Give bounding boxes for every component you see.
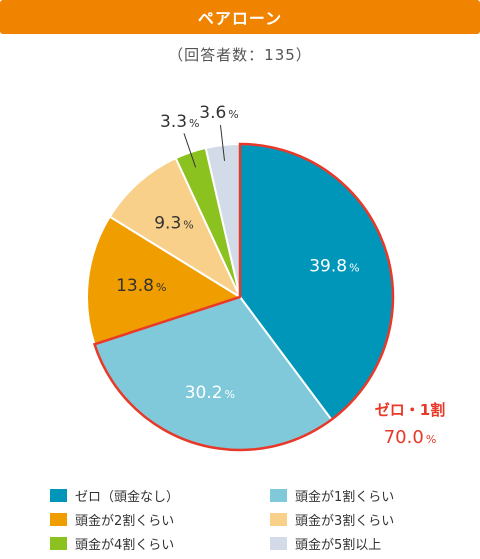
legend-item-2: 頭金が2割くらい bbox=[50, 511, 270, 529]
pie-slice-2 bbox=[86, 215, 243, 346]
legend-swatch bbox=[50, 512, 67, 526]
legend-label: 頭金が4割くらい bbox=[75, 537, 175, 553]
highlight-value: 70.0% bbox=[384, 427, 437, 448]
legend-swatch bbox=[270, 512, 287, 526]
slice-label-2: 13.8% bbox=[116, 276, 166, 296]
slice-label-0: 39.8% bbox=[309, 257, 359, 277]
highlight-outline bbox=[92, 142, 395, 452]
slice-label-1: 30.2% bbox=[185, 383, 235, 403]
legend-label: 頭金が3割くらい bbox=[295, 513, 395, 529]
legend-swatch bbox=[270, 536, 287, 550]
chart-title: ペアローン bbox=[197, 9, 283, 28]
legend-item-0: ゼロ（頭金なし） bbox=[50, 487, 270, 505]
legend-item-5: 頭金が5割以上 bbox=[270, 535, 450, 553]
chart-header: ペアローン bbox=[0, 0, 480, 34]
slice-label-3: 9.3% bbox=[154, 214, 194, 234]
slice-label-4: 3.3% bbox=[160, 112, 200, 132]
leader-line-5 bbox=[219, 125, 226, 161]
legend-label: 頭金が2割くらい bbox=[75, 513, 175, 529]
slice-label-5: 3.6% bbox=[199, 103, 239, 123]
legend-label: ゼロ（頭金なし） bbox=[75, 489, 180, 505]
legend-item-3: 頭金が3割くらい bbox=[270, 511, 450, 529]
respondent-count: （回答者数：135） bbox=[168, 46, 312, 64]
legend-swatch bbox=[50, 536, 67, 550]
pie-chart: 39.8 % 30.2 % 13.8 % 9.3 % 3.3 %3.6 % ゼロ・1割 70.0% bbox=[86, 103, 445, 452]
legend-item-1: 頭金が1割くらい bbox=[270, 487, 450, 505]
legend-label: 頭金が1割くらい bbox=[295, 489, 395, 505]
leader-line-4 bbox=[183, 133, 197, 168]
legend-swatch bbox=[50, 488, 67, 502]
chart-legend: ゼロ（頭金なし） 頭金が1割くらい頭金が2割くらい 頭金が3割くらい頭金が4割くらい… bbox=[50, 487, 450, 553]
legend-label: 頭金が5割以上 bbox=[295, 537, 382, 553]
legend-swatch bbox=[270, 488, 287, 502]
pie-slice-3 bbox=[108, 156, 243, 300]
legend-item-4: 頭金が4割くらい bbox=[50, 535, 270, 553]
highlight-label: ゼロ・1割 bbox=[375, 401, 445, 419]
